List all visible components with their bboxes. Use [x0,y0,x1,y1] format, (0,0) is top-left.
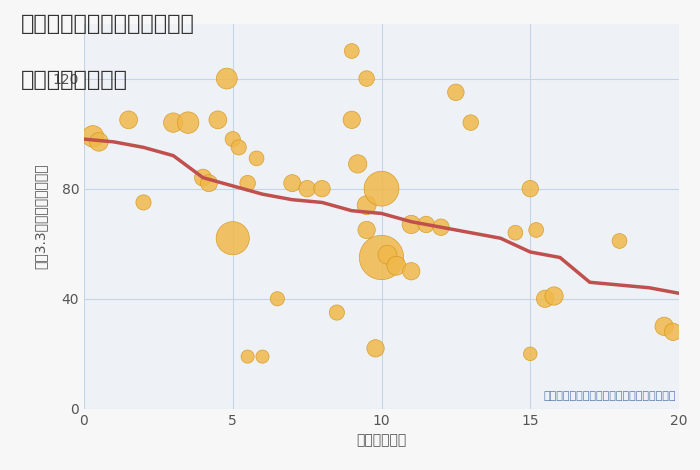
Point [316,185,328,192]
Point [138,199,149,206]
Point [525,185,536,192]
Point [361,226,372,234]
Point [361,75,372,82]
Point [242,180,253,187]
Point [614,237,625,245]
Point [302,185,313,192]
Point [510,229,521,236]
Point [227,135,238,143]
Point [183,119,194,126]
Point [549,292,560,300]
Point [251,155,262,162]
Point [659,322,670,330]
Point [361,202,372,209]
Point [123,116,134,124]
Point [421,221,432,228]
Point [257,353,268,360]
Point [391,262,402,269]
Point [346,47,357,55]
Point [212,116,223,124]
Point [203,180,214,187]
X-axis label: 駅距離（分）: 駅距離（分） [356,433,407,447]
Point [168,119,179,126]
Point [465,119,476,126]
Y-axis label: 坪（3.3㎡）単価（万円）: 坪（3.3㎡）単価（万円） [33,164,47,269]
Point [346,116,357,124]
Point [88,133,99,140]
Point [376,254,387,261]
Point [406,221,417,228]
Point [370,345,381,352]
Point [352,160,363,168]
Point [540,295,551,303]
Point [331,309,342,316]
Point [531,226,542,234]
Point [525,350,536,358]
Point [93,138,104,146]
Point [435,223,447,231]
Point [382,251,393,258]
Point [233,144,244,151]
Text: 神奈川県横浜市南区永田東の: 神奈川県横浜市南区永田東の [21,14,195,34]
Point [450,88,461,96]
Point [227,235,238,242]
Text: 円の大きさは、取引のあった物件面積を示す: 円の大きさは、取引のあった物件面積を示す [543,391,676,400]
Point [272,295,283,303]
Point [287,180,298,187]
Point [197,174,209,181]
Point [376,185,387,192]
Point [668,328,679,336]
Point [406,267,417,275]
Point [242,353,253,360]
Text: 駅距離別土地価格: 駅距離別土地価格 [21,70,128,91]
Point [221,75,232,82]
